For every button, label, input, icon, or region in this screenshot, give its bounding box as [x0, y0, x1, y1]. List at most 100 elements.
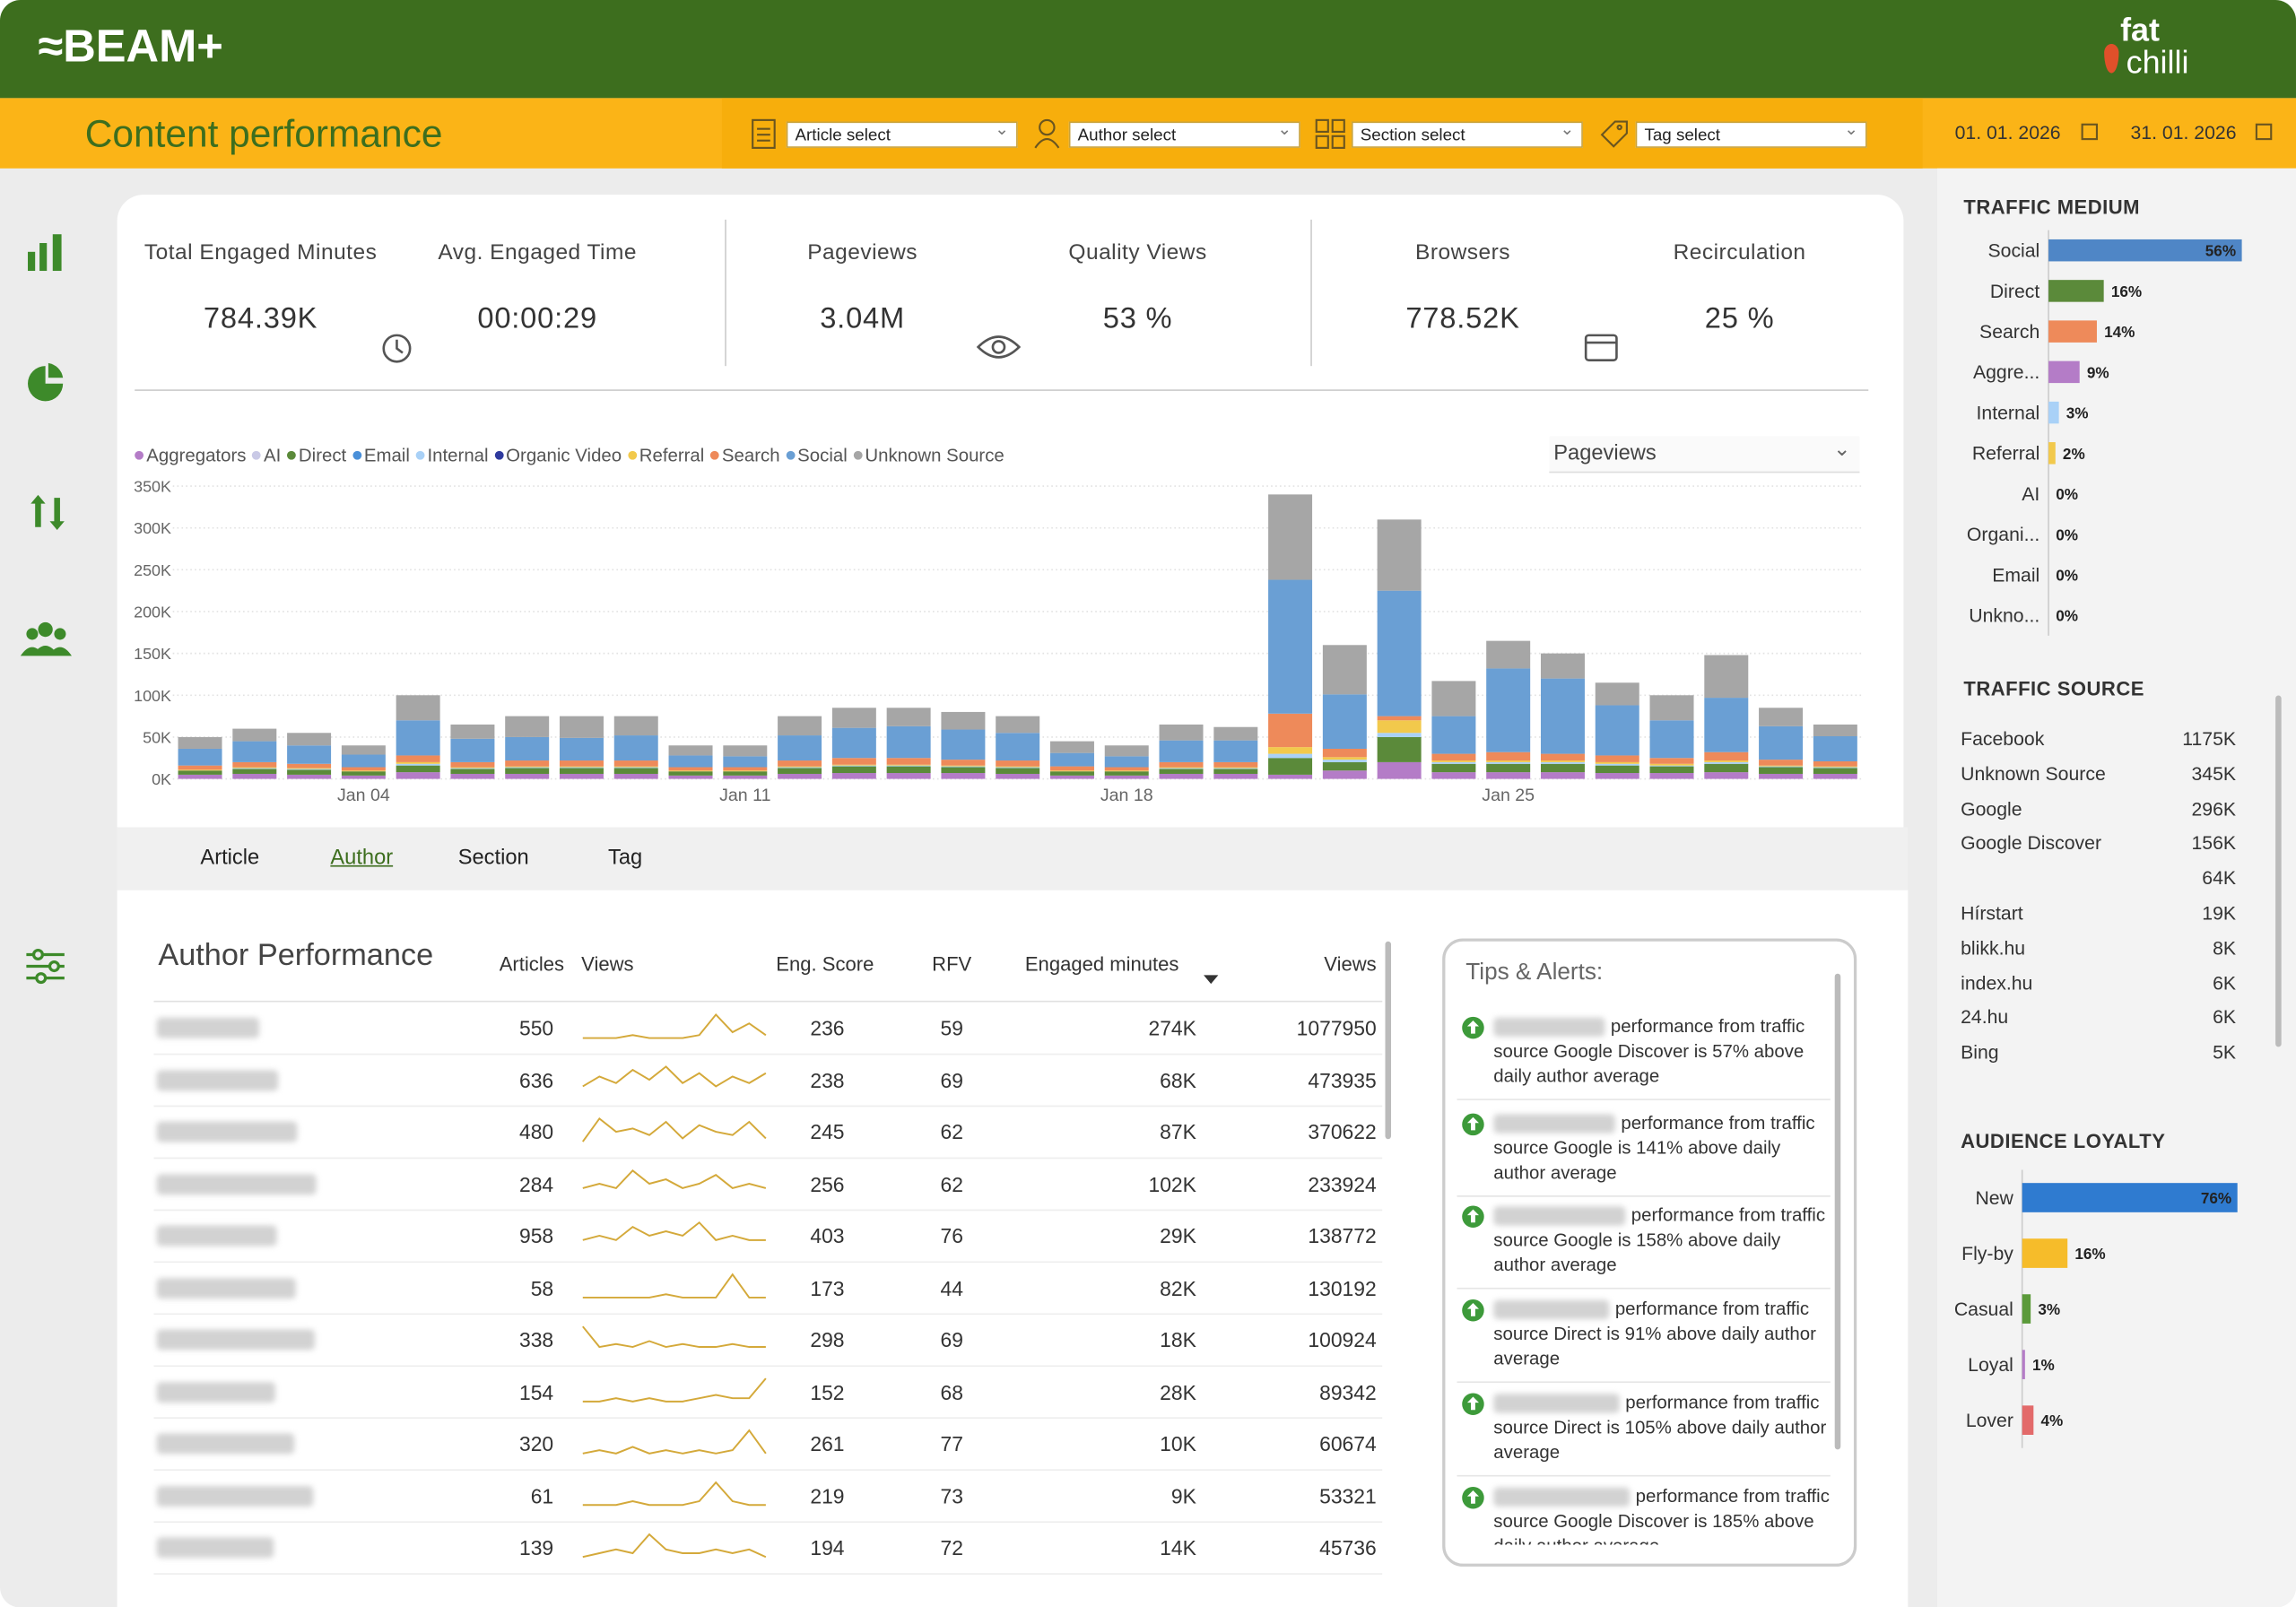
tab[interactable]: Tag: [567, 847, 684, 870]
bar-segment: [778, 768, 822, 769]
bar-segment: [1431, 754, 1475, 760]
value-label: 3%: [2038, 1300, 2060, 1318]
bar-segment: [1323, 757, 1367, 760]
bar-segment: [1213, 769, 1257, 774]
bar-segment: [614, 774, 658, 779]
bar-label: Fly-by: [1961, 1244, 2013, 1264]
bar-label: Referral: [1972, 444, 2039, 465]
kpi-label: Quality Views: [998, 240, 1276, 265]
bar-segment: [941, 766, 985, 767]
bar-segment: [778, 767, 822, 768]
bar-segment: [560, 768, 604, 774]
sparkline: [583, 1378, 766, 1402]
bar-segment: [560, 767, 604, 768]
bar-segment: [1541, 679, 1585, 754]
bar-segment: [941, 712, 985, 730]
bar-segment: [287, 733, 331, 745]
sparkline: [583, 1014, 766, 1038]
bar-segment: [505, 737, 549, 760]
bar-segment: [396, 764, 440, 766]
bar-label: Unkno...: [1969, 606, 2039, 627]
bar-segment: [1813, 736, 1857, 761]
bar-segment: [832, 765, 876, 766]
bar-segment: [1378, 737, 1422, 762]
value-label: 56%: [2205, 242, 2236, 260]
bar-segment: [1213, 741, 1257, 762]
bar-segment: [941, 730, 985, 760]
bar-segment: [1213, 768, 1257, 769]
bar-segment: [1486, 668, 1530, 751]
bar-segment: [1704, 772, 1748, 778]
kpi-label: Recirculation: [1600, 240, 1878, 265]
bar-segment: [832, 728, 876, 759]
bar-label: Internal: [1977, 403, 2040, 423]
bar-segment: [505, 717, 549, 737]
bar-segment: [560, 774, 604, 779]
bar-segment: [887, 773, 931, 779]
bar-segment: [342, 770, 386, 771]
bar-segment: [342, 771, 386, 776]
value-label: 2%: [2063, 445, 2085, 463]
bar-segment: [1541, 772, 1585, 778]
y-tick-label: 250K: [134, 561, 171, 579]
bar-segment: [1160, 768, 1204, 769]
y-tick-label: 100K: [134, 687, 171, 705]
bar-segment: [342, 776, 386, 779]
bar-segment: [996, 774, 1039, 779]
kpi-value: 00:00:29: [398, 303, 676, 337]
bar-segment: [1813, 768, 1857, 774]
x-tick-label: Jan 11: [719, 786, 770, 805]
bar-segment: [1323, 770, 1367, 778]
value-label: 16%: [2111, 282, 2142, 300]
bar-segment: [505, 767, 549, 768]
bar-segment: [1650, 764, 1694, 766]
kpi-value: 784.39K: [122, 303, 400, 337]
bar-segment: [996, 768, 1039, 774]
y-tick-label: 0K: [152, 770, 171, 788]
bar: [2048, 402, 2059, 423]
value-label: 0%: [2056, 567, 2078, 585]
bar-segment: [1704, 655, 1748, 698]
bar-segment: [1759, 726, 1803, 760]
bar-segment: [1105, 770, 1149, 771]
bar: [2048, 361, 2080, 383]
bar-segment: [232, 774, 276, 779]
bar-segment: [1596, 705, 1639, 755]
bar-segment: [1813, 761, 1857, 767]
value-label: 1%: [2032, 1356, 2055, 1374]
bar-segment: [1050, 742, 1094, 753]
sparkline: [583, 1430, 766, 1454]
bar-segment: [1759, 766, 1803, 767]
bar-segment: [505, 760, 549, 767]
tab[interactable]: Article: [171, 847, 289, 870]
bar-segment: [1431, 681, 1475, 716]
bar-segment: [287, 764, 331, 769]
bar-segment: [887, 708, 931, 726]
bar-segment: [1268, 775, 1312, 779]
bar-segment: [287, 769, 331, 775]
sparkline: [583, 1066, 766, 1086]
tab[interactable]: Section: [435, 847, 552, 870]
bar-segment: [723, 745, 767, 756]
bar-segment: [1160, 769, 1204, 774]
value-label: 0%: [2056, 607, 2078, 625]
bar-segment: [560, 760, 604, 767]
bar-segment: [1268, 714, 1312, 747]
bar-segment: [1323, 694, 1367, 749]
bar-segment: [1050, 753, 1094, 767]
bar-segment: [1323, 762, 1367, 770]
bar-segment: [1486, 641, 1530, 669]
bar-segment: [1650, 720, 1694, 758]
kpi-value: 53 %: [998, 303, 1276, 337]
tab[interactable]: Author: [303, 847, 421, 870]
kpi-value: 778.52K: [1324, 303, 1602, 337]
bar-segment: [1596, 755, 1639, 761]
bar-segment: [396, 766, 440, 772]
bar-segment: [1431, 762, 1475, 764]
bar-segment: [1105, 745, 1149, 756]
bar-segment: [669, 770, 713, 771]
bar-segment: [1378, 519, 1422, 590]
bar-segment: [941, 773, 985, 779]
bar-segment: [505, 774, 549, 779]
bar-segment: [778, 760, 822, 767]
